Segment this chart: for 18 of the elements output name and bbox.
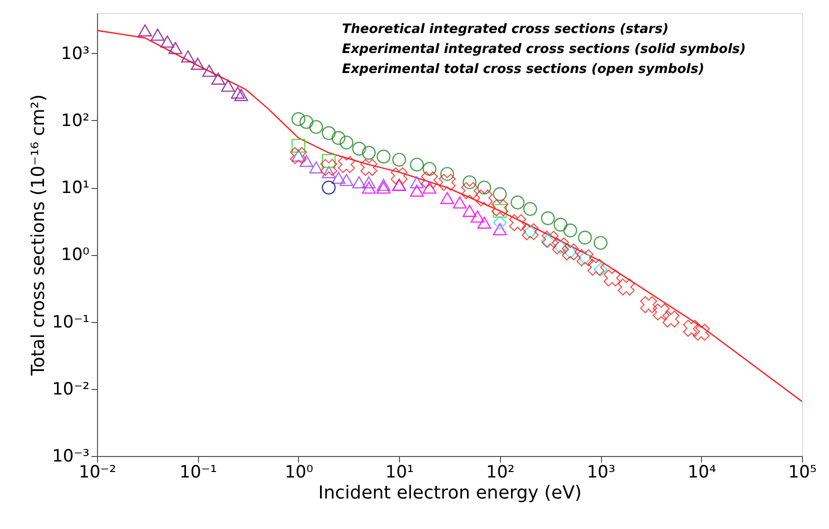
annotation: Experimental integrated cross sections (solid symbols) — [342, 42, 746, 57]
y-tick-label: 10⁻¹ — [52, 312, 90, 332]
y-tick-label: 10³ — [61, 44, 90, 64]
y-tick-label: 10² — [61, 111, 90, 131]
x-tick-label: 10⁰ — [284, 462, 314, 482]
x-tick-label: 10⁻¹ — [180, 462, 217, 482]
y-tick-label: 10¹ — [61, 178, 90, 198]
y-tick-label: 10⁻² — [52, 379, 90, 400]
x-tick-label: 10³ — [586, 462, 616, 482]
annotation: Theoretical integrated cross sections (stars) — [342, 22, 669, 37]
y-tick-label: 10⁰ — [61, 245, 90, 266]
x-tick-label: 10⁵ — [788, 462, 817, 482]
y-axis-title: Total cross sections (10⁻¹⁶ cm²) — [28, 94, 50, 377]
x-axis-title: Incident electron energy (eV) — [318, 482, 582, 504]
x-tick-label: 10⁴ — [688, 462, 716, 482]
annotation: Experimental total cross sections (open symbols) — [342, 62, 704, 77]
x-tick-label: 10² — [486, 462, 515, 482]
x-tick-label: 10¹ — [385, 462, 414, 482]
